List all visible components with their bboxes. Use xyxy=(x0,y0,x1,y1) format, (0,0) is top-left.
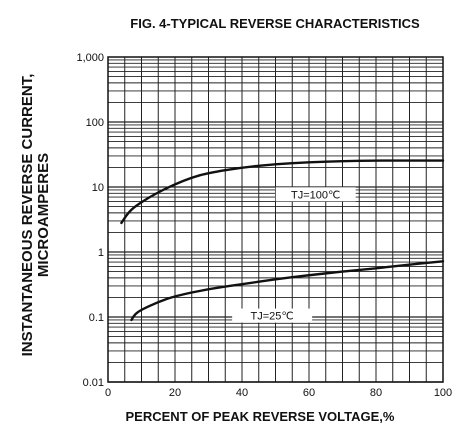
series-curves xyxy=(120,159,445,322)
series-line xyxy=(120,159,445,225)
y-tick-label: 100 xyxy=(86,117,104,129)
y-axis-title-line-1: INSTANTANEOUS REVERSE CURRENT, xyxy=(19,74,36,357)
plot-grid xyxy=(107,57,444,383)
series-label: TJ=100℃ xyxy=(291,189,340,201)
y-axis-title-line-2: MICROAMPERES xyxy=(35,153,52,277)
y-tick-label: 1 xyxy=(98,247,104,259)
series-labels: TJ=100℃ TJ=25℃ xyxy=(232,187,356,323)
y-tick-label: 10 xyxy=(92,182,104,194)
x-tick-labels: 0 20 40 60 80 100 xyxy=(105,387,452,399)
chart-title: FIG. 4-TYPICAL REVERSE CHARACTERISTICS xyxy=(130,16,420,31)
series-label: TJ=25℃ xyxy=(251,311,294,323)
y-tick-labels: 0.01 0.1 1 10 100 1,000 xyxy=(76,52,104,389)
y-axis-title: INSTANTANEOUS REVERSE CURRENT, MICROAMPE… xyxy=(19,74,52,357)
x-tick-label: 20 xyxy=(169,387,181,399)
y-tick-label: 1,000 xyxy=(76,52,104,64)
series-line xyxy=(130,260,445,322)
y-tick-label: 0.01 xyxy=(83,377,104,389)
x-axis-title: PERCENT OF PEAK REVERSE VOLTAGE,% xyxy=(126,409,395,424)
series-label-background xyxy=(275,187,356,202)
x-tick-label: 40 xyxy=(236,387,248,399)
x-tick-label: 60 xyxy=(303,387,315,399)
plot-frame xyxy=(107,56,444,383)
plot-border xyxy=(107,56,444,383)
series-label-background xyxy=(232,308,313,323)
x-tick-label: 100 xyxy=(434,387,452,399)
x-tick-label: 0 xyxy=(105,387,111,399)
x-tick-label: 80 xyxy=(370,387,382,399)
y-tick-label: 0.1 xyxy=(89,312,104,324)
